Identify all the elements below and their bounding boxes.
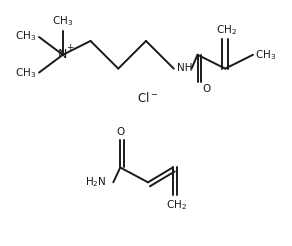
Text: +: +: [66, 43, 74, 52]
Text: O: O: [202, 84, 211, 94]
Text: Cl$^-$: Cl$^-$: [137, 91, 159, 105]
Text: CH$_2$: CH$_2$: [216, 23, 237, 37]
Text: NH: NH: [177, 63, 192, 73]
Text: CH$_2$: CH$_2$: [166, 198, 187, 212]
Text: CH$_3$: CH$_3$: [52, 14, 73, 28]
Text: CH$_3$: CH$_3$: [255, 48, 276, 62]
Text: CH$_3$: CH$_3$: [15, 67, 36, 80]
Text: H$_2$N: H$_2$N: [85, 175, 106, 189]
Text: N: N: [58, 48, 67, 61]
Text: O: O: [116, 127, 124, 137]
Text: CH$_3$: CH$_3$: [15, 29, 36, 43]
